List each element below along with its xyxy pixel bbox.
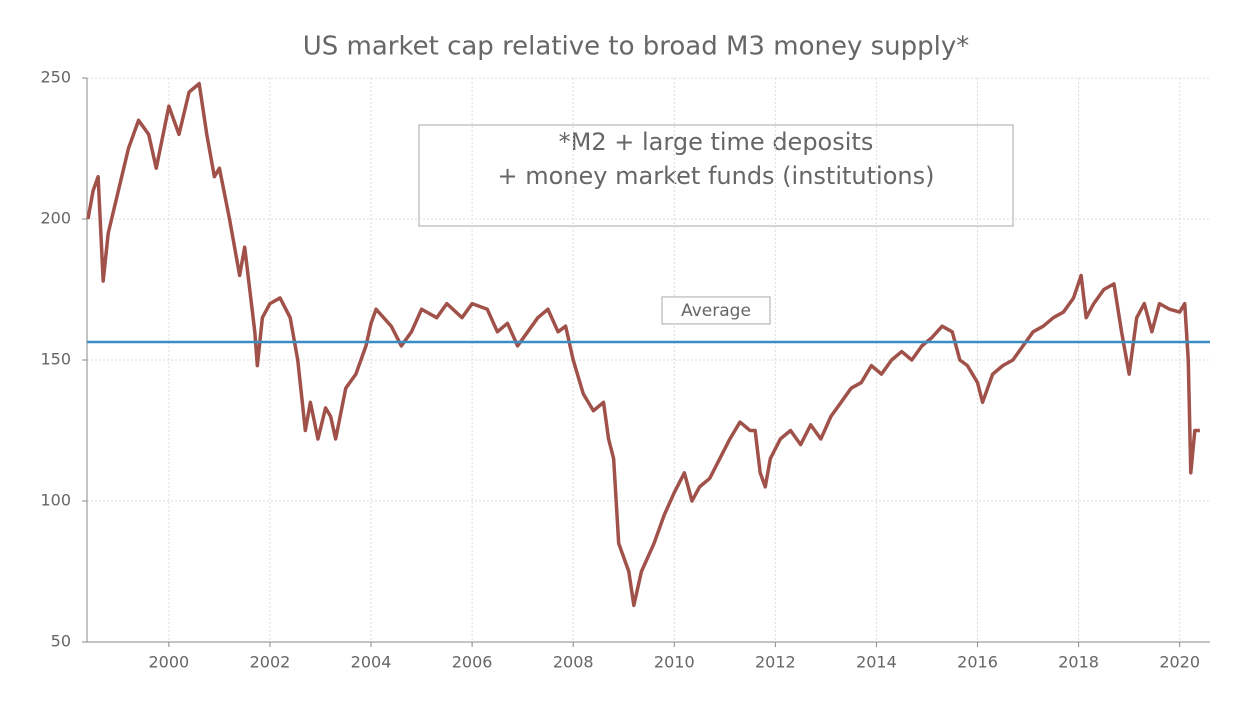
y-tick-label: 50 [51, 632, 71, 651]
y-tick-label: 150 [40, 350, 71, 369]
x-tick-label: 2020 [1159, 653, 1200, 672]
x-tick-label: 2014 [856, 653, 897, 672]
y-tick-label: 250 [40, 68, 71, 87]
x-tick-label: 2016 [957, 653, 998, 672]
y-tick-label: 100 [40, 491, 71, 510]
annotation-line: *M2 + large time deposits [559, 128, 874, 156]
x-tick-label: 2008 [553, 653, 594, 672]
x-tick-label: 2018 [1058, 653, 1099, 672]
x-tick-label: 2004 [351, 653, 392, 672]
y-tick-label: 200 [40, 209, 71, 228]
x-tick-label: 2000 [149, 653, 190, 672]
annotation-line: + money market funds (institutions) [498, 162, 935, 190]
average-label-box [661, 296, 771, 325]
chart-title: US market cap relative to broad M3 money… [303, 32, 970, 62]
average-label: Average [681, 301, 751, 321]
x-tick-label: 2002 [250, 653, 291, 672]
x-tick-label: 2012 [755, 653, 796, 672]
annotation-box [418, 124, 1014, 227]
x-tick-label: 2010 [654, 653, 695, 672]
x-tick-label: 2006 [452, 653, 493, 672]
